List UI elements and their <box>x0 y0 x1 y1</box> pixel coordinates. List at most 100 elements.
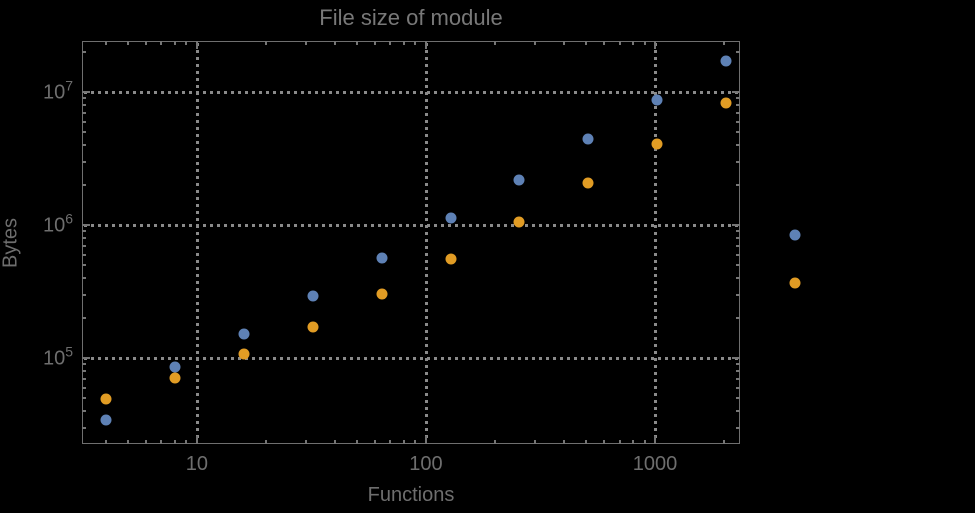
y-minor-tick-right <box>736 230 740 233</box>
y-major-tick <box>82 91 90 94</box>
y-minor-tick-right <box>736 120 740 123</box>
y-major-tick-right <box>732 357 740 360</box>
data-point-blue-series-x4096 <box>789 229 801 241</box>
data-point-orange-series-x16 <box>238 348 250 360</box>
y-minor-tick <box>82 160 86 163</box>
y-minor-tick <box>82 143 86 146</box>
y-minor-tick-right <box>736 410 740 413</box>
x-major-tick <box>195 436 198 444</box>
x-minor-tick <box>618 440 621 444</box>
y-minor-tick-right <box>736 244 740 247</box>
gridline-y-10e5 <box>84 357 738 361</box>
y-minor-tick <box>82 244 86 247</box>
y-major-tick-right <box>732 91 740 94</box>
gridline-y-10e7 <box>84 91 738 95</box>
y-minor-tick-right <box>736 236 740 239</box>
y-minor-tick-right <box>736 143 740 146</box>
x-minor-tick-top <box>145 41 148 45</box>
x-minor-tick-top <box>126 41 129 45</box>
x-major-tick <box>424 436 427 444</box>
y-minor-tick-right <box>736 397 740 400</box>
x-minor-tick-top <box>631 41 634 45</box>
y-minor-tick-right <box>736 317 740 320</box>
data-point-orange-series-x256 <box>513 216 525 228</box>
y-minor-tick-right <box>736 103 740 106</box>
plot-frame <box>82 41 740 444</box>
data-point-blue-series-x256 <box>513 174 525 186</box>
data-point-orange-series-x8 <box>169 372 181 384</box>
y-minor-tick <box>82 293 86 296</box>
y-minor-tick <box>82 317 86 320</box>
gridline-x-1000 <box>654 43 657 442</box>
gridline-y-10e6 <box>84 224 738 228</box>
y-minor-tick-right <box>736 377 740 380</box>
x-minor-tick-top <box>414 41 417 45</box>
x-minor-tick-top <box>643 41 646 45</box>
y-minor-tick <box>82 264 86 267</box>
y-minor-tick-right <box>736 160 740 163</box>
gridline-x-10 <box>195 43 199 442</box>
x-minor-tick <box>333 440 336 444</box>
x-minor-tick <box>402 440 405 444</box>
data-point-orange-series-x512 <box>582 177 594 189</box>
x-minor-tick-top <box>389 41 392 45</box>
x-minor-tick-top <box>722 41 725 45</box>
y-major-tick-right <box>732 224 740 227</box>
x-minor-tick-top <box>585 41 588 45</box>
y-minor-tick-right <box>736 426 740 429</box>
x-minor-tick <box>643 440 646 444</box>
x-minor-tick-top <box>534 41 537 45</box>
y-minor-tick <box>82 103 86 106</box>
y-minor-tick-right <box>736 386 740 389</box>
y-minor-tick <box>82 184 86 187</box>
x-minor-tick-top <box>402 41 405 45</box>
x-major-tick <box>654 436 656 444</box>
x-minor-tick <box>173 440 176 444</box>
y-minor-tick <box>82 363 86 366</box>
x-minor-tick <box>264 440 267 444</box>
y-minor-tick <box>82 236 86 239</box>
x-minor-tick <box>160 440 163 444</box>
y-minor-tick <box>82 131 86 134</box>
x-tick-label-100: 100 <box>409 453 443 475</box>
y-minor-tick <box>82 426 86 429</box>
data-point-orange-series-x1024 <box>651 138 663 150</box>
x-minor-tick-top <box>493 41 496 45</box>
x-minor-tick <box>493 440 496 444</box>
x-minor-tick-top <box>104 41 107 45</box>
x-minor-tick <box>603 440 606 444</box>
y-minor-tick-right <box>736 97 740 100</box>
data-point-orange-series-x2048 <box>720 97 732 109</box>
x-minor-tick-top <box>603 41 606 45</box>
x-major-tick-top <box>654 41 656 49</box>
y-minor-tick <box>82 120 86 123</box>
x-tick-label-1000: 1000 <box>632 453 678 475</box>
y-minor-tick-right <box>736 369 740 372</box>
x-minor-tick <box>534 440 537 444</box>
x-minor-tick <box>145 440 148 444</box>
y-minor-tick-right <box>736 277 740 279</box>
y-minor-tick <box>82 51 86 53</box>
data-point-blue-series-x8 <box>169 361 181 373</box>
data-point-blue-series-x16 <box>238 328 250 340</box>
y-minor-tick <box>82 97 86 100</box>
y-minor-tick <box>82 111 86 114</box>
x-minor-tick-top <box>305 41 308 45</box>
y-minor-tick <box>82 386 86 389</box>
y-major-tick <box>82 224 90 227</box>
data-point-orange-series-x4 <box>100 393 112 405</box>
gridline-x-100 <box>424 43 428 442</box>
x-minor-tick-top <box>562 41 565 45</box>
y-tick-label-10^6: 106 <box>42 210 73 237</box>
x-minor-tick-top <box>618 41 621 45</box>
x-minor-tick <box>631 440 634 444</box>
data-point-blue-series-x64 <box>376 252 388 264</box>
data-point-blue-series-x4 <box>100 414 112 426</box>
x-minor-tick <box>374 440 377 444</box>
y-tick-label-10^7: 107 <box>42 77 73 104</box>
y-minor-tick-right <box>736 131 740 134</box>
x-minor-tick-top <box>160 41 163 45</box>
y-minor-tick <box>82 410 86 413</box>
data-point-blue-series-x32 <box>307 290 319 302</box>
